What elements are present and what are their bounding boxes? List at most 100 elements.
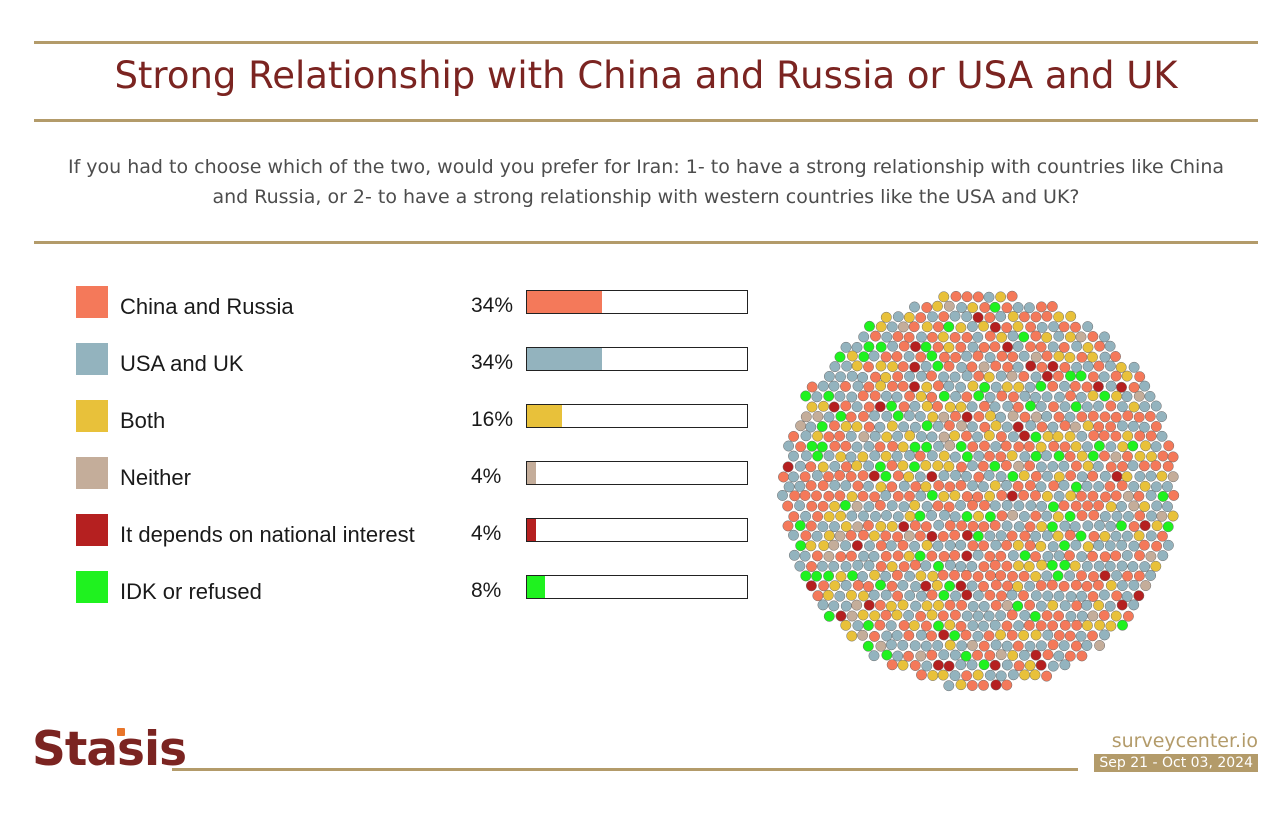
dot	[1035, 640, 1047, 652]
dot	[1104, 560, 1116, 572]
dot	[956, 599, 968, 611]
dot	[949, 549, 961, 561]
dot	[915, 650, 927, 662]
dot	[845, 550, 857, 562]
dot	[835, 551, 847, 563]
dot	[949, 609, 961, 621]
dot	[932, 360, 944, 372]
dot	[996, 390, 1008, 402]
dot	[1116, 381, 1127, 393]
dot	[950, 391, 962, 402]
dot	[1069, 521, 1081, 533]
dot	[823, 431, 835, 443]
dot	[851, 441, 863, 453]
dot	[1059, 600, 1071, 612]
dot	[967, 302, 979, 314]
dot	[800, 510, 812, 522]
dot	[1127, 420, 1139, 432]
dot	[926, 350, 938, 362]
dot	[1064, 650, 1076, 662]
dot	[1138, 421, 1150, 433]
dot	[1088, 571, 1099, 582]
dot	[1030, 571, 1042, 582]
dot	[875, 640, 887, 652]
dot	[864, 320, 875, 332]
dot	[955, 580, 967, 592]
dot	[1058, 640, 1070, 652]
dot	[909, 520, 921, 532]
dot	[1070, 481, 1082, 493]
dot	[989, 520, 1001, 531]
dot	[984, 511, 996, 523]
dot	[1087, 371, 1099, 383]
dot	[1019, 430, 1030, 442]
dot	[960, 569, 972, 581]
dot	[1064, 630, 1076, 642]
dot	[1105, 380, 1117, 392]
dot	[840, 380, 851, 392]
dot	[910, 341, 921, 353]
dot	[984, 570, 996, 582]
dot	[967, 620, 979, 632]
dot	[1087, 630, 1098, 642]
dot	[920, 360, 932, 372]
legend-label: China and Russia	[120, 294, 294, 319]
dot	[1111, 390, 1123, 402]
dot	[1013, 381, 1025, 393]
dot	[1001, 479, 1012, 491]
dot	[1007, 650, 1019, 661]
dot	[1121, 550, 1133, 561]
dot	[972, 669, 984, 681]
dot	[1138, 460, 1150, 472]
dot	[863, 421, 875, 433]
dot	[835, 410, 847, 422]
dot	[1064, 510, 1076, 522]
dot	[1145, 470, 1157, 482]
dot	[1071, 340, 1083, 352]
dot	[1013, 441, 1025, 453]
dot	[892, 511, 904, 523]
dot	[1156, 411, 1168, 423]
bar-track	[526, 347, 748, 371]
dot	[950, 590, 962, 602]
dot	[984, 330, 996, 342]
dot	[1157, 550, 1169, 562]
legend-swatch	[76, 571, 108, 603]
dot	[898, 401, 910, 413]
dot	[845, 589, 857, 601]
dot	[834, 430, 846, 442]
dot	[1081, 640, 1093, 651]
dot	[995, 570, 1007, 582]
dot	[1110, 451, 1122, 463]
dot	[1041, 450, 1052, 462]
dot	[1076, 351, 1088, 363]
dot	[1023, 561, 1035, 572]
dot	[950, 470, 962, 481]
dot	[1012, 361, 1024, 373]
dot	[1041, 370, 1053, 382]
dot	[818, 540, 830, 552]
dot	[892, 470, 904, 482]
value-label: 16%	[471, 408, 514, 431]
dot	[828, 401, 840, 413]
dot	[984, 391, 996, 403]
dot	[1146, 451, 1157, 463]
dot	[868, 530, 880, 542]
dot	[972, 549, 984, 561]
dot	[1001, 600, 1013, 611]
dot	[1099, 390, 1111, 402]
dot	[926, 450, 938, 462]
dot	[1116, 560, 1128, 572]
dot	[1075, 630, 1087, 642]
dot	[816, 421, 828, 432]
dot	[933, 560, 944, 572]
dot	[908, 620, 920, 632]
dot	[817, 500, 829, 512]
dot	[1105, 461, 1117, 473]
dot	[932, 321, 944, 333]
dot	[1076, 471, 1088, 483]
dot	[972, 291, 984, 303]
dot	[880, 311, 892, 323]
dot	[921, 302, 933, 313]
dot	[966, 421, 978, 433]
